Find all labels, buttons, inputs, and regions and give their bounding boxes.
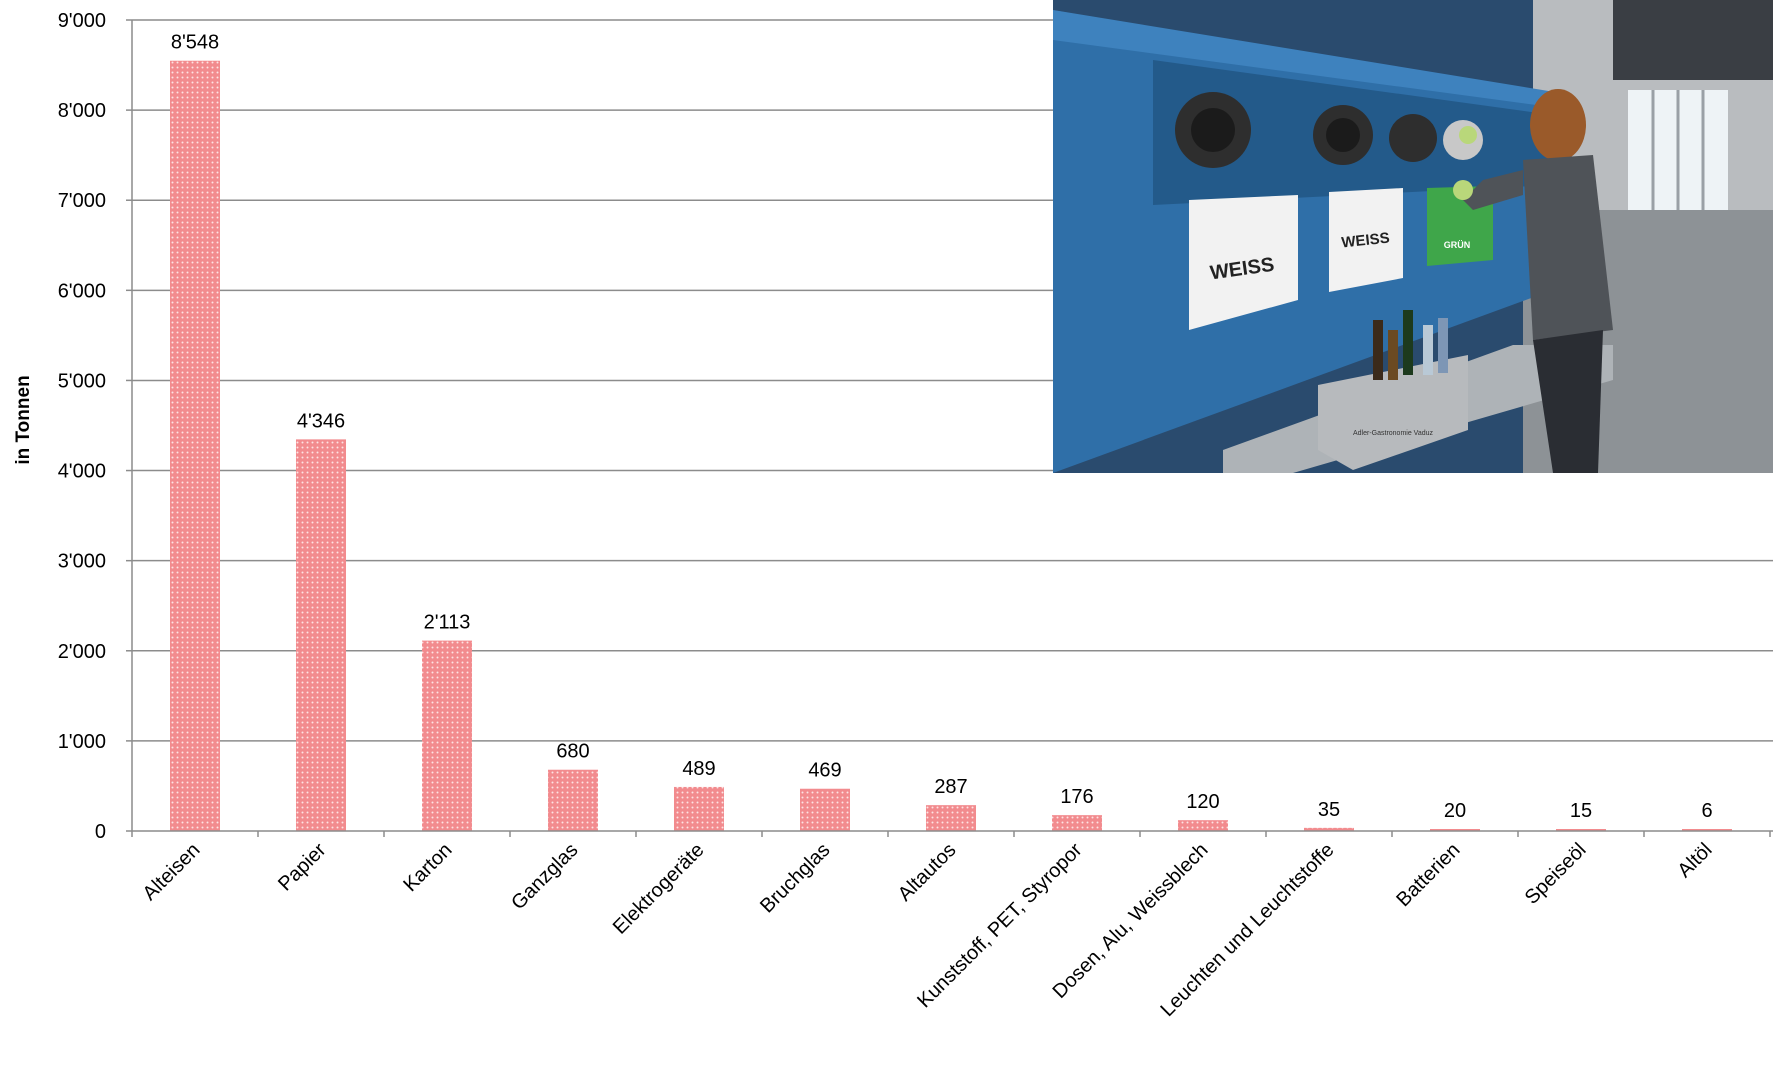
data-label: 8'548 [171, 32, 219, 54]
data-label: 15 [1570, 800, 1592, 822]
data-label: 2'113 [424, 612, 471, 634]
data-label: 20 [1444, 800, 1466, 822]
y-tick-label: 6'000 [58, 280, 106, 302]
bar [1556, 829, 1606, 831]
bar [1682, 829, 1732, 831]
data-label: 6 [1701, 800, 1712, 822]
person-head [1530, 89, 1586, 161]
y-tick-label: 3'000 [58, 551, 106, 573]
y-tick-label: 7'000 [58, 190, 106, 212]
sign-weiss-2-text: WEISS [1341, 230, 1391, 252]
bottle-crate [1318, 355, 1468, 470]
data-label: 287 [934, 776, 967, 798]
data-label: 680 [556, 741, 589, 763]
bars [170, 60, 1732, 831]
sign-weiss-2 [1329, 188, 1403, 292]
y-axis-title: in Tonnen [13, 375, 34, 464]
y-tick-label: 0 [95, 821, 106, 843]
glove [1453, 180, 1473, 200]
bar [800, 788, 850, 831]
y-tick-label: 1'000 [58, 731, 106, 753]
bar [1304, 827, 1354, 831]
category-label: Bruchglas [756, 839, 834, 917]
category-label: Papier [274, 839, 331, 896]
axes [126, 19, 1773, 837]
data-label: 469 [808, 760, 841, 782]
sign-gruen-text: GRÜN [1444, 240, 1471, 250]
sign-weiss-1 [1189, 195, 1298, 330]
y-tick-label: 8'000 [58, 100, 106, 122]
gridlines [132, 19, 1773, 742]
bar [548, 769, 598, 831]
category-label: Alteisen [139, 839, 205, 905]
data-label: 176 [1060, 786, 1093, 808]
y-tick-label: 9'000 [58, 10, 106, 32]
bar [296, 439, 346, 831]
y-tick-label: 5'000 [58, 370, 106, 392]
bar [1052, 815, 1102, 831]
person-shirt [1523, 155, 1613, 340]
bar [674, 786, 724, 831]
bar [926, 805, 976, 831]
y-tick-label: 4'000 [58, 461, 106, 483]
category-label: Altöl [1673, 839, 1716, 882]
data-label: 35 [1318, 799, 1340, 821]
category-label: Elektrogeräte [609, 839, 709, 939]
crate-text: Adler-Gastronomie Vaduz [1353, 430, 1434, 437]
recycling-photo: WEISS WEISS GRÜN Adler-Gastronomie Vaduz [1053, 0, 1773, 473]
data-label: 4'346 [297, 410, 345, 432]
data-label: 120 [1186, 791, 1219, 813]
category-label: Altautos [894, 839, 961, 906]
category-label: Karton [399, 839, 456, 896]
category-label: Batterien [1392, 839, 1464, 911]
category-label: Ganzglas [507, 839, 582, 914]
y-tick-label: 2'000 [58, 641, 106, 663]
category-label: Speiseöl [1521, 839, 1591, 909]
bar [1178, 820, 1228, 831]
bar [1430, 829, 1480, 831]
bar [170, 60, 220, 831]
bar [422, 640, 472, 831]
data-label: 489 [682, 758, 715, 780]
